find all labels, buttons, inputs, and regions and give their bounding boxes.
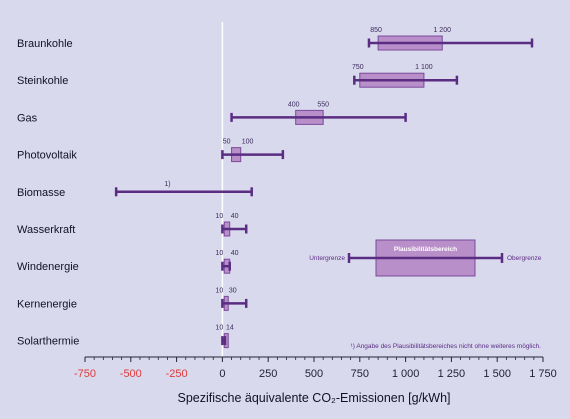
data-label-upper: 40 bbox=[231, 213, 239, 220]
legend: Plausibilitätsbereich Untergrenze Obergr… bbox=[309, 239, 542, 277]
x-tick-label: 250 bbox=[259, 368, 277, 380]
x-tick-label: 0 bbox=[219, 368, 225, 380]
x-tick-label: 500 bbox=[305, 368, 323, 380]
range-bar: 10 30 bbox=[215, 287, 248, 311]
range-bar: 10 40 bbox=[215, 213, 248, 237]
data-label-upper: 1 100 bbox=[415, 64, 433, 71]
legend-upper-label: Obergrenze bbox=[507, 255, 542, 262]
category-label: Steinkohle bbox=[17, 75, 68, 87]
x-tick-label: -500 bbox=[120, 368, 142, 380]
x-tick-label: 1 500 bbox=[483, 368, 511, 380]
footnote: ¹) Angabe des Plausibilitätsbereiches ni… bbox=[351, 343, 542, 350]
legend-box-label: Plausibilitätsbereich bbox=[394, 246, 457, 253]
data-label-upper: 100 bbox=[242, 139, 254, 146]
category-label: Gas bbox=[17, 112, 38, 124]
x-tick-label: 1 750 bbox=[529, 368, 557, 380]
data-label-lower: 850 bbox=[370, 27, 382, 34]
data-label-upper: 1 200 bbox=[433, 27, 451, 34]
category-label: Solarthermie bbox=[17, 336, 79, 348]
range-bar: 850 1 200 bbox=[367, 27, 534, 51]
data-label-lower: 10 bbox=[215, 287, 223, 294]
data-label-upper: 40 bbox=[231, 250, 239, 257]
category-label: Biomasse bbox=[17, 187, 65, 199]
category-label: Braunkohle bbox=[17, 38, 73, 50]
x-axis-label: Spezifische äquivalente CO₂-Emissionen [… bbox=[177, 391, 450, 405]
data-label-upper: 30 bbox=[229, 287, 237, 294]
legend-lower-label: Untergrenze bbox=[309, 255, 345, 262]
data-label-lower: 10 bbox=[215, 213, 223, 220]
range-bar: 10 40 bbox=[215, 250, 239, 274]
range-bar: 1) bbox=[114, 181, 253, 197]
category-label: Windenergie bbox=[17, 261, 79, 273]
category-label: Photovoltaik bbox=[17, 150, 77, 162]
data-label-lower: 400 bbox=[288, 101, 300, 108]
range-bar: 750 1 100 bbox=[352, 64, 459, 88]
data-label-upper: 14 bbox=[226, 325, 234, 332]
data-label-lower: 50 bbox=[223, 139, 231, 146]
range-bar: 50 100 bbox=[221, 139, 285, 163]
x-tick-label: -250 bbox=[166, 368, 188, 380]
x-tick-label: 750 bbox=[351, 368, 369, 380]
data-label-lower: 10 bbox=[215, 325, 223, 332]
x-tick-label: 1 250 bbox=[438, 368, 466, 380]
data-layer: 850 1 200 750 1 100 400 550 50 100 1) 10 40 10 40 10 3… bbox=[114, 27, 534, 349]
data-label-upper: 550 bbox=[317, 101, 329, 108]
footnote-marker: 1) bbox=[164, 181, 170, 188]
axis-layer: -750 -500 -250 0 250 500 750 1 000 1 250 1 500 1 7… bbox=[17, 38, 557, 380]
range-bar: 400 550 bbox=[230, 101, 407, 125]
range-bar: 10 14 bbox=[215, 325, 234, 349]
data-label-lower: 10 bbox=[215, 250, 223, 257]
category-label: Kernenergie bbox=[17, 298, 77, 310]
data-label-lower: 750 bbox=[352, 64, 364, 71]
x-tick-label: 1 000 bbox=[392, 368, 420, 380]
x-tick-label: -750 bbox=[74, 368, 96, 380]
category-label: Wasserkraft bbox=[17, 224, 75, 236]
